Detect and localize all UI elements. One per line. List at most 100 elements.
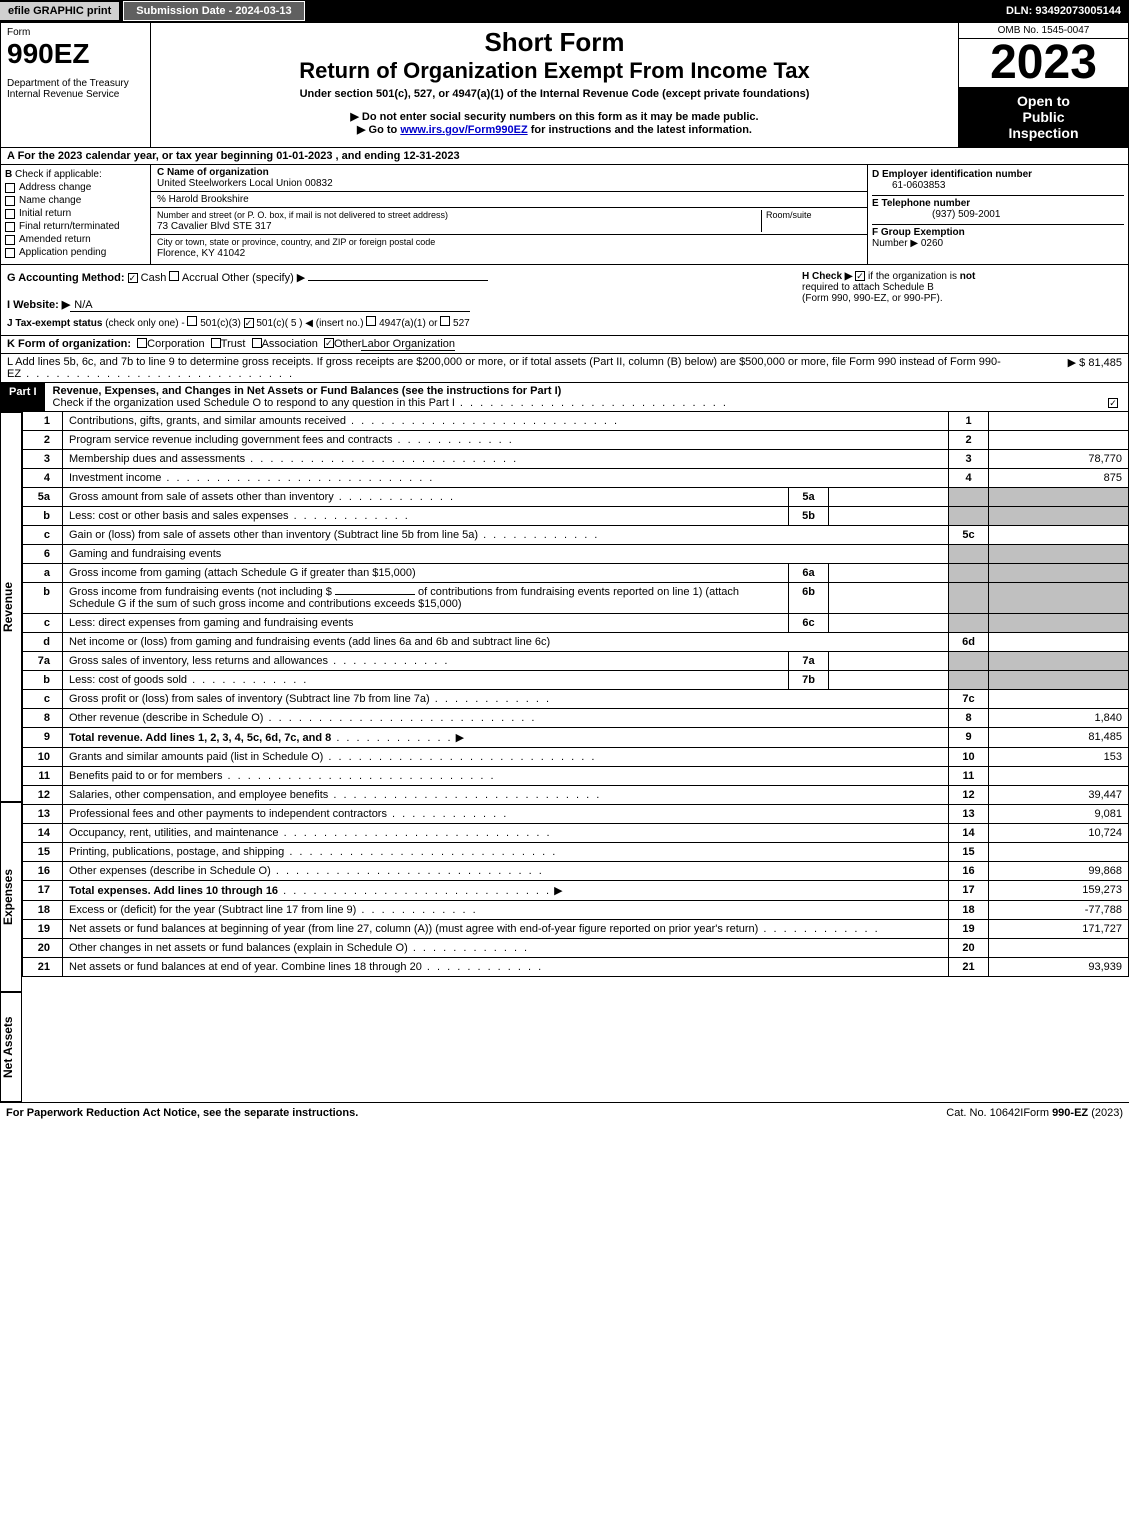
- footer-form-year: (2023): [1088, 1107, 1123, 1119]
- checkbox-association[interactable]: [252, 338, 262, 348]
- other-specify-input[interactable]: [308, 280, 488, 281]
- line-5c: cGain or (loss) from sale of assets othe…: [23, 526, 1129, 545]
- telephone-label: E Telephone number: [872, 198, 970, 209]
- check-if-applicable: Check if applicable:: [15, 169, 102, 180]
- open-to: Open to: [965, 93, 1122, 109]
- footer-form-pre: Form: [1023, 1107, 1052, 1119]
- form-number: 990EZ: [7, 38, 144, 70]
- accrual-label: Accrual: [182, 272, 219, 284]
- form-header: Form 990EZ Department of the Treasury In…: [0, 22, 1129, 148]
- line-20: 20Other changes in net assets or fund ba…: [23, 939, 1129, 958]
- inspection: Inspection: [965, 125, 1122, 141]
- city-label: City or town, state or province, country…: [157, 237, 435, 247]
- line-7b: bLess: cost of goods sold7b: [23, 671, 1129, 690]
- street-label: Number and street (or P. O. box, if mail…: [157, 210, 448, 220]
- h-text4: (Form 990, 990-EZ, or 990-PF).: [802, 293, 943, 304]
- checkbox-4947[interactable]: [366, 316, 376, 326]
- street-address: 73 Cavalier Blvd STE 317: [157, 221, 272, 232]
- checkbox-corporation[interactable]: [137, 338, 147, 348]
- section-a-tax-year: A For the 2023 calendar year, or tax yea…: [0, 148, 1129, 165]
- checkbox-amended-return[interactable]: [5, 235, 15, 245]
- room-suite-label: Room/suite: [761, 210, 861, 232]
- checkbox-trust[interactable]: [211, 338, 221, 348]
- catalog-number: Cat. No. 10642I: [946, 1107, 1023, 1119]
- ein-label: D Employer identification number: [872, 169, 1032, 180]
- line-14: 14Occupancy, rent, utilities, and mainte…: [23, 824, 1129, 843]
- method-website-row: G Accounting Method: Cash Accrual Other …: [0, 265, 1129, 336]
- footer-form-number: 990-EZ: [1052, 1107, 1088, 1119]
- netassets-side-label: Net Assets: [0, 992, 22, 1102]
- other-org-value: Labor Organization: [361, 338, 455, 351]
- line-6a: aGross income from gaming (attach Schedu…: [23, 564, 1129, 583]
- tax-exempt-label: J Tax-exempt status: [7, 318, 102, 329]
- website-label: I Website: ▶: [7, 299, 70, 311]
- checkbox-527[interactable]: [440, 316, 450, 326]
- group-number: 0260: [921, 238, 943, 249]
- line-7a: 7aGross sales of inventory, less returns…: [23, 652, 1129, 671]
- h-text1: if the organization is: [868, 271, 957, 282]
- line-5b: bLess: cost or other basis and sales exp…: [23, 507, 1129, 526]
- amended-return-label: Amended return: [19, 234, 91, 245]
- form-word: Form: [7, 27, 144, 38]
- part-i-label: Part I: [1, 383, 45, 411]
- name-change-label: Name change: [19, 195, 81, 206]
- line-21: 21Net assets or fund balances at end of …: [23, 958, 1129, 977]
- line-3: 3Membership dues and assessments378,770: [23, 450, 1129, 469]
- checkbox-name-change[interactable]: [5, 196, 15, 206]
- website-value: N/A: [70, 299, 470, 312]
- line-16: 16Other expenses (describe in Schedule O…: [23, 862, 1129, 881]
- section-b-letter: B: [5, 169, 12, 180]
- checkbox-initial-return[interactable]: [5, 209, 15, 219]
- checkbox-501c3[interactable]: [187, 316, 197, 326]
- irs-link[interactable]: www.irs.gov/Form990EZ: [400, 124, 527, 136]
- h-text3: required to attach Schedule B: [802, 282, 934, 293]
- city-state-zip: Florence, KY 41042: [157, 248, 245, 259]
- efile-print-button[interactable]: efile GRAPHIC print: [0, 2, 119, 20]
- gross-receipts-amount: ▶ $ 81,485: [1002, 356, 1122, 369]
- org-name: United Steelworkers Local Union 00832: [157, 178, 333, 189]
- checkbox-501c[interactable]: [244, 318, 254, 328]
- checkbox-accrual[interactable]: [169, 271, 179, 281]
- application-pending-label: Application pending: [19, 247, 106, 258]
- tax-year: 2023: [959, 39, 1128, 87]
- checkbox-application-pending[interactable]: [5, 248, 15, 258]
- section-k-label: K Form of organization:: [7, 338, 131, 350]
- cash-label: Cash: [141, 272, 167, 284]
- submission-date: Submission Date - 2024-03-13: [123, 1, 304, 21]
- line-4: 4Investment income4875: [23, 469, 1129, 488]
- checkbox-schedule-b[interactable]: [855, 271, 865, 281]
- 4947-label: 4947(a)(1) or: [379, 318, 437, 329]
- line-6: 6Gaming and fundraising events: [23, 545, 1129, 564]
- checkbox-schedule-o[interactable]: [1108, 398, 1118, 408]
- address-change-label: Address change: [19, 182, 91, 193]
- irs-label: Internal Revenue Service: [7, 89, 144, 100]
- checkbox-other-org[interactable]: [324, 338, 334, 348]
- checkbox-address-change[interactable]: [5, 183, 15, 193]
- line-1: 1Contributions, gifts, grants, and simil…: [23, 412, 1129, 431]
- line-2: 2Program service revenue including gover…: [23, 431, 1129, 450]
- line-19: 19Net assets or fund balances at beginni…: [23, 920, 1129, 939]
- line-8: 8Other revenue (describe in Schedule O)8…: [23, 709, 1129, 728]
- 501c-label: 501(c)( 5 ) ◀ (insert no.): [256, 318, 363, 329]
- dln: DLN: 93492073005144: [998, 2, 1129, 20]
- checkbox-cash[interactable]: [128, 273, 138, 283]
- line-6c: cLess: direct expenses from gaming and f…: [23, 614, 1129, 633]
- group-number-label: Number ▶: [872, 238, 918, 249]
- part-i-check-text: Check if the organization used Schedule …: [53, 397, 455, 409]
- check-only-one: (check only one) -: [105, 318, 184, 329]
- trust-label: Trust: [221, 338, 246, 350]
- lines-table: 1Contributions, gifts, grants, and simil…: [22, 412, 1129, 977]
- h-not: not: [960, 271, 976, 282]
- association-label: Association: [262, 338, 318, 350]
- checkbox-final-return[interactable]: [5, 222, 15, 232]
- dept-label: Department of the Treasury: [7, 78, 144, 89]
- corporation-label: Corporation: [147, 338, 204, 350]
- goto-post: for instructions and the latest informat…: [528, 124, 752, 136]
- section-h-label: H Check ▶: [802, 271, 852, 282]
- line-10: 10Grants and similar amounts paid (list …: [23, 748, 1129, 767]
- line-18: 18Excess or (deficit) for the year (Subt…: [23, 901, 1129, 920]
- ssn-warning: ▶ Do not enter social security numbers o…: [155, 110, 954, 123]
- expenses-side-label: Expenses: [0, 802, 22, 992]
- top-bar: efile GRAPHIC print Submission Date - 20…: [0, 0, 1129, 22]
- info-grid: B Check if applicable: Address change Na…: [0, 165, 1129, 265]
